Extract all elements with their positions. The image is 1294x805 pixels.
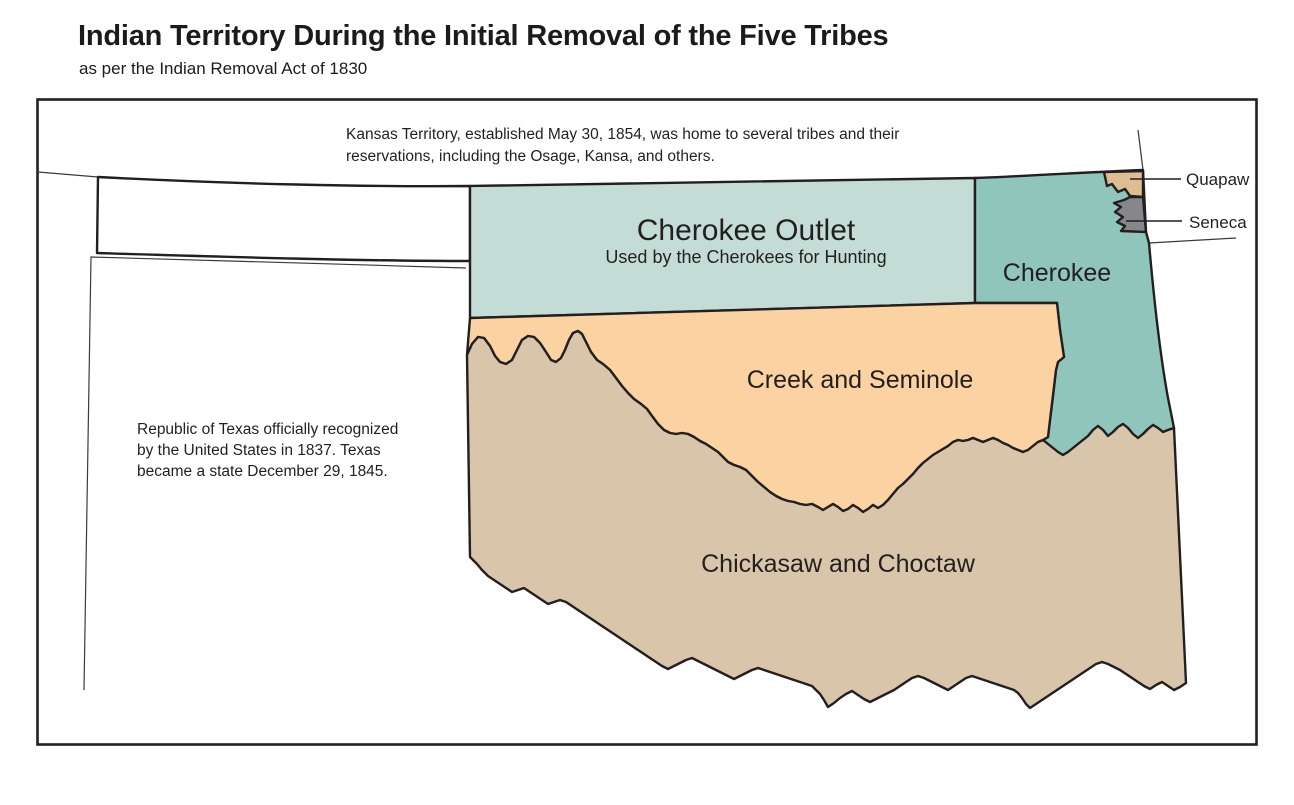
missouri-border-line-top <box>1137 129 1144 171</box>
label-chickasaw-choctaw: Chickasaw and Choctaw <box>701 550 976 578</box>
region-seneca <box>1112 195 1148 234</box>
kansas-border-line <box>37 171 99 178</box>
texas-border-line <box>83 256 467 691</box>
label-creek-seminole: Creek and Seminole <box>747 366 974 394</box>
label-seneca: Seneca <box>1189 213 1247 232</box>
missouri-arkansas-border-line <box>1148 237 1237 244</box>
texas-note-line1: Republic of Texas officially recognized <box>137 421 398 438</box>
page-subtitle: as per the Indian Removal Act of 1830 <box>79 59 368 78</box>
label-cherokee: Cherokee <box>1003 259 1111 287</box>
texas-note-line2: by the United States in 1837. Texas <box>137 442 381 459</box>
kansas-note-line2: reservations, including the Osage, Kansa… <box>346 148 715 165</box>
label-cherokee-outlet: Cherokee Outlet <box>637 214 856 247</box>
page-title: Indian Territory During the Initial Remo… <box>78 20 889 52</box>
kansas-note-line1: Kansas Territory, established May 30, 18… <box>346 126 899 143</box>
region-chickasaw-choctaw <box>465 329 1188 710</box>
label-quapaw: Quapaw <box>1186 170 1250 189</box>
panhandle-strip <box>95 175 472 263</box>
label-cherokee-outlet-sub: Used by the Cherokees for Hunting <box>605 247 886 267</box>
texas-note-line3: became a state December 29, 1845. <box>137 463 388 480</box>
